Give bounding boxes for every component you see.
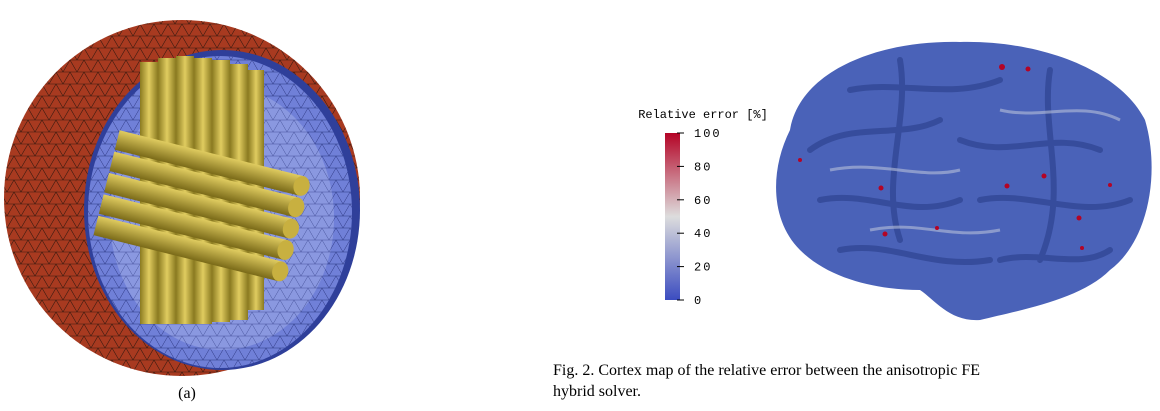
colorbar-tick-label: 80 xyxy=(694,160,712,174)
page: (a) Relative error [%] 0 20 40 60 80 100 Fig.… xyxy=(0,0,1160,411)
caption-line: Fig. 2. Cortex map of the relative error… xyxy=(553,362,980,379)
colorbar-tick-label: 40 xyxy=(694,227,712,241)
colorbar-tick-label: 0 xyxy=(694,294,703,308)
colorbar xyxy=(665,133,680,300)
caption-line: hybrid solver. xyxy=(553,383,641,400)
subfigure-label: (a) xyxy=(178,385,196,402)
figure: (a) Relative error [%] 0 20 40 60 80 100 Fig.… xyxy=(0,0,1160,411)
colorbar-tick-label: 20 xyxy=(694,261,712,275)
colorbar-ticks: 0 20 40 60 80 100 xyxy=(677,127,722,308)
colorbar-tick-label: 60 xyxy=(694,194,712,208)
sphere-model xyxy=(4,20,360,376)
cortex-map xyxy=(776,42,1152,320)
colorbar-tick-label: 100 xyxy=(694,127,722,141)
colorbar-title: Relative error [%] xyxy=(638,108,768,122)
